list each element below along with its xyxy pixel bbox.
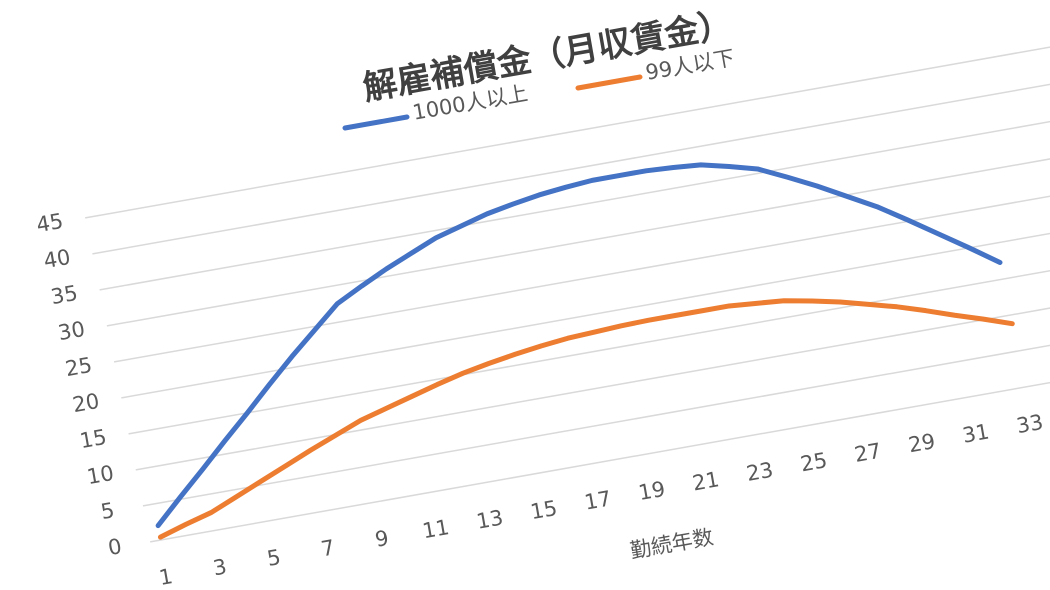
- y-tick-label: 40: [42, 245, 72, 273]
- x-tick-label: 29: [907, 429, 937, 457]
- y-tick-label: 0: [106, 534, 123, 560]
- grid-line: [92, 83, 1050, 255]
- x-tick-label: 5: [265, 545, 282, 571]
- grid-line: [121, 232, 1050, 399]
- legend-swatch: [342, 114, 410, 131]
- grid-line: [106, 158, 1050, 327]
- x-tick-label: 19: [637, 477, 667, 505]
- x-tick-label: 11: [421, 515, 451, 543]
- x-tick-label: 1: [157, 564, 174, 590]
- grid-line: [85, 46, 1050, 219]
- y-tick-label: 45: [35, 209, 65, 237]
- x-tick-label: 13: [475, 506, 505, 534]
- x-tick-label: 7: [319, 535, 336, 561]
- series-line: [155, 162, 1003, 529]
- y-tick-label: 20: [71, 389, 101, 417]
- x-tick-label: 17: [583, 486, 613, 514]
- y-tick-label: 30: [56, 317, 86, 345]
- x-tick-label: 21: [691, 467, 721, 495]
- y-tick-label: 10: [85, 461, 115, 489]
- x-tick-label: 3: [211, 554, 228, 580]
- legend-swatch: [575, 74, 643, 91]
- y-tick-label: 15: [78, 425, 108, 453]
- y-tick-label: 25: [63, 353, 93, 381]
- y-tick-label: 5: [99, 498, 116, 524]
- x-tick-label: 9: [373, 526, 390, 552]
- series-line: [157, 298, 1015, 540]
- x-tick-label: 15: [529, 496, 559, 524]
- grid-line: [113, 195, 1050, 363]
- x-tick-label: 23: [745, 458, 775, 486]
- x-axis-title: 勤続年数: [628, 525, 715, 563]
- x-tick-label: 31: [961, 419, 991, 447]
- y-tick-label: 35: [49, 281, 79, 309]
- grid-line: [142, 344, 1050, 507]
- grid-line: [150, 381, 1050, 543]
- grid-line: [135, 307, 1050, 471]
- x-tick-label: 27: [853, 439, 883, 467]
- x-tick-label: 25: [799, 448, 829, 476]
- grid-line: [99, 120, 1050, 291]
- grid-line: [128, 270, 1050, 435]
- x-tick-label: 33: [1015, 410, 1045, 438]
